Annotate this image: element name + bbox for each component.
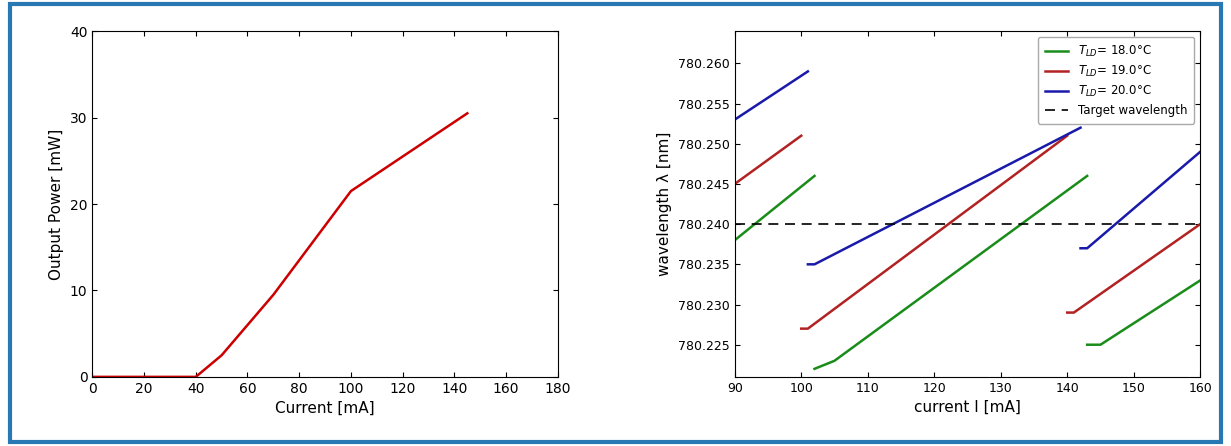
Legend: $T_{LD}$= 18.0°C, $T_{LD}$= 19.0°C, $T_{LD}$= 20.0°C, Target wavelength: $T_{LD}$= 18.0°C, $T_{LD}$= 19.0°C, $T_{… (1038, 37, 1194, 124)
Y-axis label: wavelength λ [nm]: wavelength λ [nm] (657, 132, 672, 276)
X-axis label: Current [mA]: Current [mA] (276, 401, 375, 416)
Y-axis label: Output Power [mW]: Output Power [mW] (49, 128, 64, 280)
X-axis label: current I [mA]: current I [mA] (915, 401, 1020, 415)
